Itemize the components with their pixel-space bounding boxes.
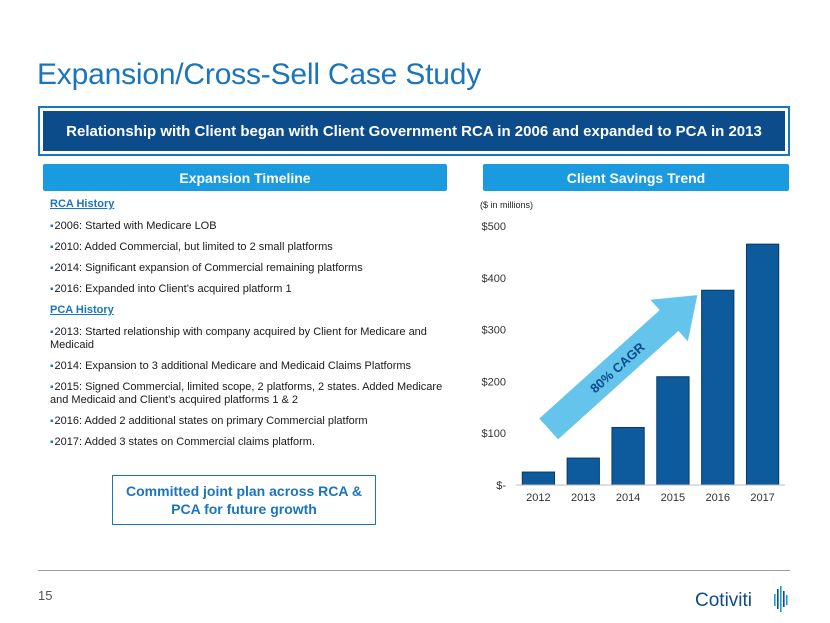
x-tick-label: 2015 (661, 492, 685, 504)
pca-item: 2017: Added 3 states on Commercial claim… (50, 436, 455, 449)
client-savings-header: Client Savings Trend (483, 164, 789, 191)
chart-y-label: ($ in millions) (480, 200, 533, 210)
x-tick-label: 2013 (571, 492, 595, 504)
expansion-timeline-header: Expansion Timeline (43, 164, 447, 191)
y-tick-label: $500 (482, 221, 506, 233)
pca-history-title: PCA History (50, 304, 114, 316)
bar-2015 (656, 376, 690, 486)
cotiviti-logo: Cotiviti (695, 586, 788, 612)
rca-item: 2016: Expanded into Client’s acquired pl… (50, 283, 455, 296)
bar-2014 (611, 427, 645, 486)
cotiviti-logo-text: Cotiviti (695, 590, 752, 611)
bar-2013 (566, 457, 600, 486)
savings-bar-chart: ($ in millions) $- $100 $200 $300 $400 $500 2… (480, 200, 785, 504)
y-tick-label: $200 (482, 376, 506, 388)
pca-item: 2016: Added 2 additional states on prima… (50, 415, 455, 428)
y-tick-label: $- (496, 480, 506, 492)
cotiviti-logo-mark (774, 586, 788, 612)
rca-item: 2006: Started with Medicare LOB (50, 220, 455, 233)
y-tick-label: $400 (482, 273, 506, 285)
footer-divider (38, 570, 790, 571)
bar-2017 (745, 243, 780, 486)
cagr-arrow-shape (539, 295, 698, 440)
rca-history-title: RCA History (50, 198, 115, 210)
x-tick-label: 2012 (526, 492, 550, 504)
page-number: 15 (38, 588, 53, 603)
rca-item: 2010: Added Commercial, but limited to 2… (50, 241, 455, 254)
y-tick-label: $100 (482, 428, 506, 440)
headline-banner: Relationship with Client began with Clie… (38, 106, 790, 156)
pca-item: 2014: Expansion to 3 additional Medicare… (50, 360, 455, 373)
bar-2016 (701, 289, 735, 486)
rca-item: 2014: Significant expansion of Commercia… (50, 262, 455, 275)
bar-2012 (521, 471, 556, 486)
slide-title: Expansion/Cross-Sell Case Study (37, 58, 482, 91)
pca-item: 2015: Signed Commercial, limited scope, … (50, 381, 455, 407)
x-tick-label: 2017 (750, 492, 774, 504)
pca-item: 2013: Started relationship with company … (50, 326, 455, 352)
x-tick-label: 2014 (616, 492, 640, 504)
joint-plan-box: Committed joint plan across RCA & PCA fo… (112, 475, 376, 525)
expansion-timeline: RCA History 2006: Started with Medicare … (50, 198, 455, 457)
y-tick-label: $300 (482, 325, 506, 337)
x-tick-label: 2016 (706, 492, 730, 504)
headline-banner-text: Relationship with Client began with Clie… (43, 111, 785, 151)
